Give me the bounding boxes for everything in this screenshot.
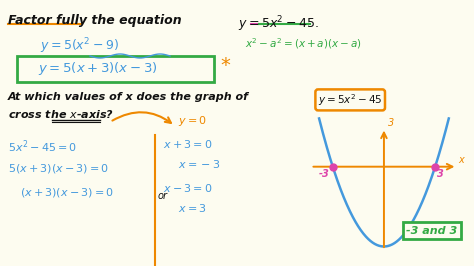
Text: 3: 3 <box>437 169 444 179</box>
Text: $(x+3)(x-3) = 0$: $(x+3)(x-3) = 0$ <box>20 186 114 199</box>
Text: $x^2 - a^2 = (x+a)(x-a)$: $x^2 - a^2 = (x+a)(x-a)$ <box>245 36 362 51</box>
Text: cross the $x$-axis?: cross the $x$-axis? <box>8 108 114 120</box>
Text: *: * <box>220 56 230 76</box>
Text: $x = -3$: $x = -3$ <box>178 158 220 170</box>
Text: -3 and 3: -3 and 3 <box>406 226 457 235</box>
Text: $x + 3 = 0$: $x + 3 = 0$ <box>163 138 212 150</box>
Text: $y = 5(x^2 - 9)$: $y = 5(x^2 - 9)$ <box>40 36 119 56</box>
Text: x: x <box>458 155 464 165</box>
Text: $y = 5(x + 3)(x - 3)$: $y = 5(x + 3)(x - 3)$ <box>38 60 157 77</box>
Text: $x = 3$: $x = 3$ <box>178 202 207 214</box>
Text: $x - 3 = 0$: $x - 3 = 0$ <box>163 182 212 194</box>
Text: Factor fully the equation: Factor fully the equation <box>8 14 182 27</box>
Text: $y = 0$: $y = 0$ <box>178 114 207 128</box>
Text: At which values of x does the graph of: At which values of x does the graph of <box>8 92 249 102</box>
Text: $y = 5x^2 - 45.$: $y = 5x^2 - 45.$ <box>238 14 319 34</box>
Text: $5(x+3)(x-3) = 0$: $5(x+3)(x-3) = 0$ <box>8 162 109 175</box>
Text: or: or <box>158 191 168 201</box>
Text: $y = 5x^2 - 45$: $y = 5x^2 - 45$ <box>318 92 383 108</box>
Text: -3: -3 <box>319 169 329 179</box>
Text: 3: 3 <box>388 118 394 128</box>
Text: $5x^2 - 45 = 0$: $5x^2 - 45 = 0$ <box>8 138 77 155</box>
